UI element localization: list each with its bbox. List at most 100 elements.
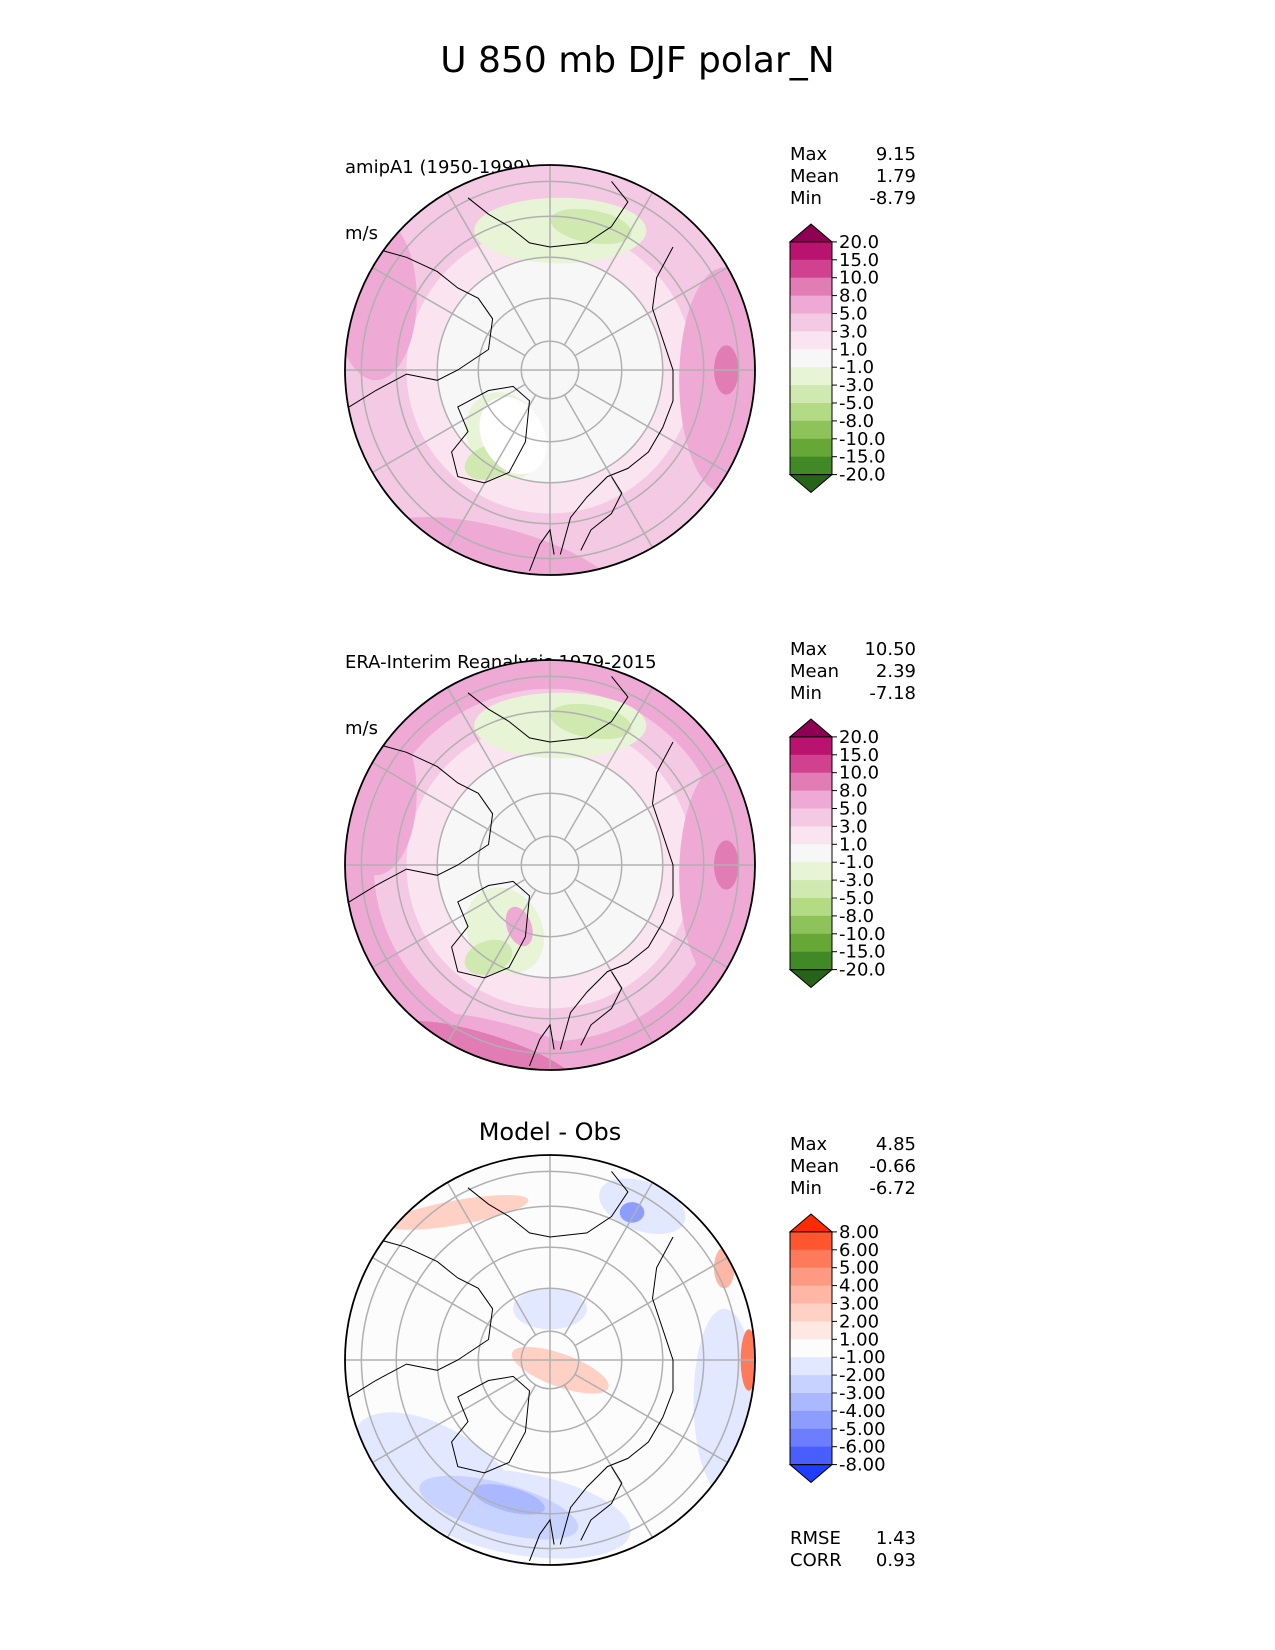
colorbar-label-13: -20.0: [839, 465, 886, 486]
figure-title: U 850 mb DJF polar_N: [440, 40, 835, 81]
stat-mean-label: Mean: [790, 661, 840, 682]
meridian-line-120: [446, 889, 537, 1043]
panel1-units: m/s: [345, 223, 378, 244]
colorbar-label-12: -15.0: [839, 447, 886, 468]
colorbar-label-0: 8.00: [839, 1222, 879, 1243]
stat-min-row: Min -8.79: [790, 188, 916, 210]
colorbar-label-8: -3.0: [839, 870, 874, 891]
colorbar-swatch-4: [790, 295, 832, 314]
colorbar-panel3: 8.006.005.004.003.002.001.00-1.00-2.00-3…: [788, 1213, 886, 1484]
colorbar-label-8: -2.00: [839, 1365, 886, 1386]
colorbar-label-2: 10.0: [839, 763, 879, 784]
stat-mean-row: Mean -0.66: [790, 1156, 916, 1178]
colorbar-label-12: -15.0: [839, 942, 886, 963]
colorbar-swatch-1: [790, 736, 832, 756]
colorbar-label-11: -10.0: [839, 924, 886, 945]
colorbar-swatch-8: [790, 367, 832, 386]
colorbar-swatch-3: [790, 277, 832, 297]
stat-min-label: Min: [790, 683, 822, 704]
stat-max-value: 10.50: [864, 639, 916, 660]
colorbar-swatch-12: [790, 1428, 832, 1448]
colorbar-swatch-13: [790, 456, 832, 476]
colorbar-label-5: 3.0: [839, 321, 868, 342]
panel2-stats: Max 10.50 Mean 2.39 Min -7.18: [790, 639, 916, 705]
colorbar-extend-max: [788, 718, 834, 738]
colorbar-extend-min: [788, 1464, 834, 1484]
stat-min-label: Min: [790, 1178, 822, 1199]
meridian-line-330: [574, 266, 728, 357]
colorbar-swatch-13: [790, 951, 832, 971]
colorbar-extend-min: [788, 969, 834, 989]
colorbar-label-2: 10.0: [839, 268, 879, 289]
stat-max-row: Max 4.85: [790, 1134, 916, 1156]
shade-blob: [479, 396, 547, 475]
colorbar-swatch-4: [790, 790, 832, 809]
coastline-5: [529, 1023, 555, 1067]
stat-mean-label: Mean: [790, 166, 840, 187]
stat-max-value: 4.85: [875, 1134, 916, 1155]
colorbar-label-1: 15.0: [839, 745, 879, 766]
meridian-line-30: [574, 383, 728, 474]
colorbar-label-5: 3.0: [839, 816, 868, 837]
colorbar-swatch-7: [790, 844, 832, 863]
colorbar-label-12: -6.00: [839, 1437, 886, 1458]
meridian-line-150: [372, 383, 526, 474]
meridian-line-30: [574, 1373, 728, 1464]
field-layer: [345, 1155, 755, 1565]
metric-rmse-value: 1.43: [875, 1528, 916, 1549]
stat-max-label: Max: [790, 1134, 828, 1155]
coastline-0: [467, 181, 629, 248]
stat-min-label: Min: [790, 188, 822, 209]
coastline-4: [580, 971, 623, 1046]
colorbar-label-6: 1.0: [839, 339, 868, 360]
colorbar-label-1: 6.00: [839, 1240, 879, 1261]
colorbar-label-6: 1.0: [839, 834, 868, 855]
coastline-0: [467, 1171, 629, 1238]
stat-mean-row: Mean 2.39: [790, 661, 916, 683]
coastline-1: [348, 246, 494, 408]
colorbar-label-9: -5.0: [839, 393, 874, 414]
colorbar-swatch-9: [790, 1375, 832, 1394]
metric-rmse-label: RMSE: [790, 1528, 841, 1549]
coastline-1: [348, 741, 494, 903]
metric-corr-label: CORR: [790, 1550, 842, 1571]
colorbar-swatch-1: [790, 241, 832, 261]
colorbar-label-11: -10.0: [839, 429, 886, 450]
colorbar-label-7: -1.0: [839, 852, 874, 873]
stat-max-label: Max: [790, 144, 828, 165]
colorbar-label-3: 8.0: [839, 781, 868, 802]
coastline-3: [559, 1236, 674, 1545]
colorbar-label-6: 1.00: [839, 1329, 879, 1350]
colorbar-label-4: 5.0: [839, 304, 868, 325]
coastline-2: [451, 1375, 531, 1474]
stat-min-value: -6.72: [869, 1178, 916, 1199]
stat-mean-value: 2.39: [875, 661, 916, 682]
stat-min-value: -7.18: [869, 683, 916, 704]
colorbar-outline: [789, 736, 833, 971]
colorbar-label-7: -1.0: [839, 357, 874, 378]
shade-blob: [505, 906, 533, 947]
colorbar-label-3: 8.0: [839, 286, 868, 307]
stat-mean-label: Mean: [790, 1156, 840, 1177]
colorbar-swatch-6: [790, 331, 832, 350]
coastline-4: [580, 1466, 623, 1541]
colorbar-swatch-12: [790, 933, 832, 953]
stat-mean-row: Mean 1.79: [790, 166, 916, 188]
field-layer: [345, 165, 755, 575]
stat-min-value: -8.79: [869, 188, 916, 209]
colorbar-label-9: -3.00: [839, 1383, 886, 1404]
colorbar-swatch-11: [790, 915, 832, 935]
panel1-stats: Max 9.15 Mean 1.79 Min -8.79: [790, 144, 916, 210]
colorbar-swatch-2: [790, 259, 832, 279]
panel3-title: Model - Obs: [478, 1118, 622, 1146]
meridian-line-120: [446, 1384, 537, 1538]
colorbar-label-11: -5.00: [839, 1419, 886, 1440]
colorbar-label-7: -1.00: [839, 1347, 886, 1368]
colorbar-swatch-3: [790, 1267, 832, 1287]
colorbar-swatch-11: [790, 420, 832, 440]
metric-corr-value: 0.93: [875, 1550, 916, 1571]
stat-min-row: Min -6.72: [790, 1178, 916, 1200]
panel3-stats: Max 4.85 Mean -0.66 Min -6.72: [790, 1134, 916, 1200]
stat-min-row: Min -7.18: [790, 683, 916, 705]
meridian-line-300: [563, 192, 654, 346]
